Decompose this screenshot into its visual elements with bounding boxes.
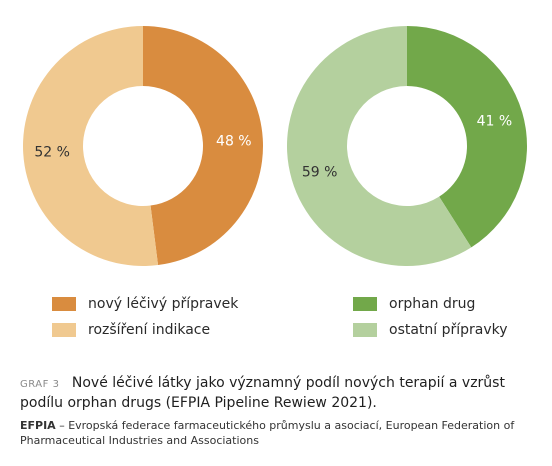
donut-slice-0-0 [143, 26, 264, 266]
legend-label: rozšíření indikace [88, 322, 211, 338]
legend-item-new-medicine: nový léčivý přípravek [52, 296, 238, 312]
slice-label-1-0: 41 % [477, 114, 513, 130]
figure-caption: GRAF 3 Nové léčivé látky jako významný p… [20, 374, 540, 448]
donut-slice-1-0 [407, 26, 528, 248]
legend-swatch [353, 323, 377, 337]
slice-label-0-0: 48 % [216, 133, 252, 149]
source-abbr: EFPIA [20, 419, 56, 432]
slice-label-0-1: 52 % [34, 145, 70, 161]
figure-title: Nové léčivé látky jako významný podíl no… [20, 375, 505, 411]
legend-item-indication-extension: rozšíření indikace [52, 322, 210, 338]
donut-chart-orphan-drugs: 41 % 59 % [287, 26, 528, 266]
legend-label: ostatní přípravky [389, 322, 508, 338]
donut-slice-0-1 [23, 26, 159, 266]
legend-item-other-medicines: ostatní přípravky [353, 322, 508, 338]
slice-label-1-1: 59 % [302, 164, 338, 180]
figure-tag: GRAF 3 [20, 379, 60, 390]
legend-swatch [353, 297, 377, 311]
figure-source: EFPIA – Evropská federace farmaceutickéh… [20, 418, 540, 448]
legend-label: nový léčivý přípravek [88, 296, 239, 312]
legend-item-orphan-drug: orphan drug [353, 296, 475, 312]
donut-charts: 48 % 52 % 41 % 59 % [23, 26, 528, 266]
donut-slice-1-1 [287, 26, 472, 266]
legend-swatch [52, 297, 76, 311]
donut-chart-new-medicines: 48 % 52 % [23, 26, 264, 266]
legend-swatch [52, 323, 76, 337]
legend-label: orphan drug [389, 296, 476, 312]
source-text: – Evropská federace farmaceutického prům… [20, 419, 515, 447]
